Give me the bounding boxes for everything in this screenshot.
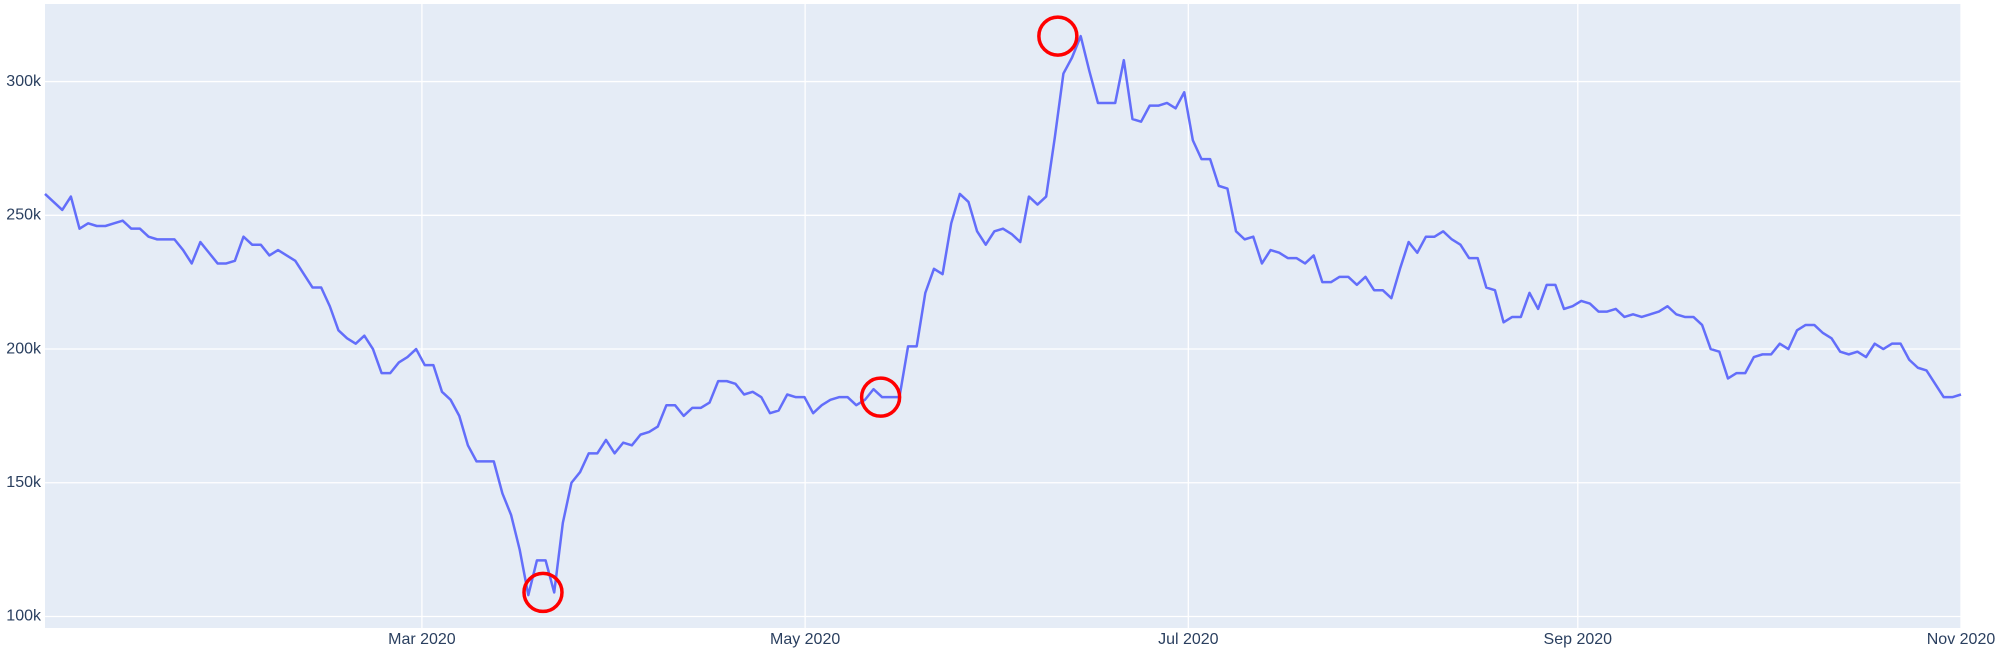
y-tick-label: 200k [6,340,42,357]
y-tick-label: 300k [6,73,42,90]
highlight-marker [859,376,902,418]
line-series [44,34,1962,597]
x-tick-label: Jul 2020 [1158,631,1219,648]
x-tick-label: Mar 2020 [388,631,456,648]
highlight-marker [522,571,564,614]
y-tick-label: 150k [6,474,42,491]
y-tick-label: 100k [6,608,42,625]
x-tick-label: Nov 2020 [1927,631,1996,648]
x-tick-label: May 2020 [770,631,840,648]
y-tick-label: 250k [6,207,42,224]
highlight-marker [1037,15,1079,57]
x-tick-label: Sep 2020 [1544,631,1613,648]
